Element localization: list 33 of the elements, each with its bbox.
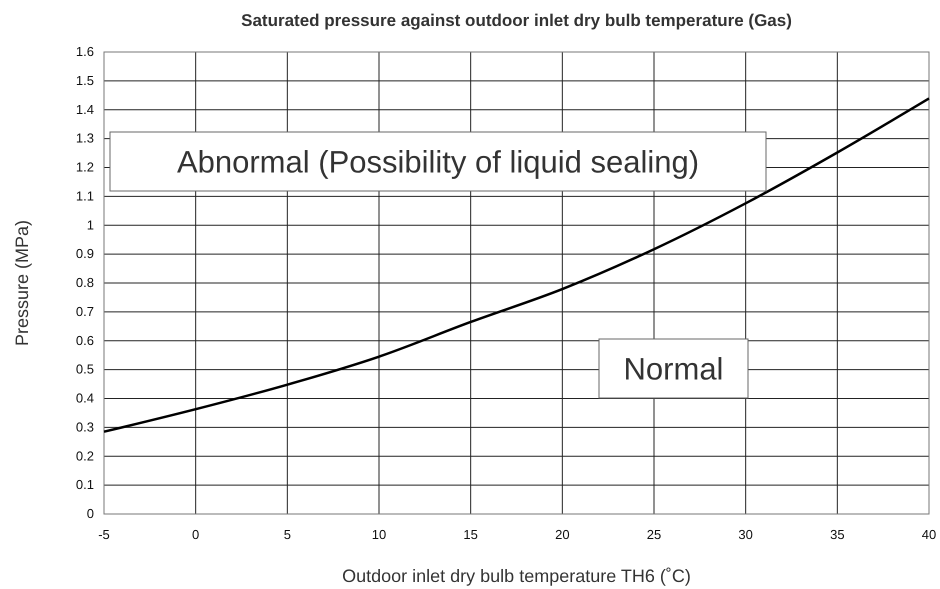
- x-axis-title: Outdoor inlet dry bulb temperature TH6 (˚C): [342, 566, 691, 586]
- y-tick-label: 1.2: [76, 160, 94, 174]
- y-tick-label: 1: [86, 217, 94, 232]
- y-tick-label: 1.3: [76, 130, 94, 146]
- x-tick-label: 20: [555, 527, 570, 542]
- y-tick-label: 1.6: [76, 44, 94, 59]
- x-tick-label: 0: [192, 527, 200, 542]
- y-axis-title: Pressure (MPa): [12, 220, 32, 346]
- x-tick-label: 15: [463, 527, 478, 542]
- chart-title: Saturated pressure against outdoor inlet dry bulb temperature (Gas): [241, 11, 792, 30]
- y-tick-label: 1.4: [76, 102, 94, 117]
- x-tick-label: 30: [738, 527, 753, 542]
- y-tick-label: 0.3: [76, 419, 94, 434]
- y-tick-label: 0.1: [76, 477, 94, 492]
- y-tick-label: 0.9: [76, 246, 94, 262]
- y-tick-label: 1.5: [76, 72, 94, 88]
- x-tick-label: 25: [646, 527, 662, 542]
- y-tick-label: 0.4: [76, 390, 94, 406]
- x-tick-label: 40: [922, 527, 936, 542]
- y-tick-label: 0.6: [76, 332, 94, 348]
- y-tick-label: 0.7: [76, 304, 94, 319]
- y-tick-label: 0.2: [76, 448, 94, 464]
- line-series: [102, 97, 930, 433]
- annotation: Abnormal (Possibility of liquid sealing): [176, 144, 700, 180]
- x-tick-label: -5: [98, 527, 110, 542]
- x-tick-label: 5: [284, 527, 291, 542]
- y-tick-label: 0.8: [76, 275, 94, 290]
- y-tick-label: 0.5: [76, 362, 94, 377]
- x-tick-label: 10: [372, 527, 386, 542]
- y-tick-label: 0: [86, 506, 94, 521]
- annotation: Normal: [624, 352, 724, 386]
- x-tick-label: 35: [830, 527, 845, 542]
- y-tick-label: 1.1: [76, 188, 94, 204]
